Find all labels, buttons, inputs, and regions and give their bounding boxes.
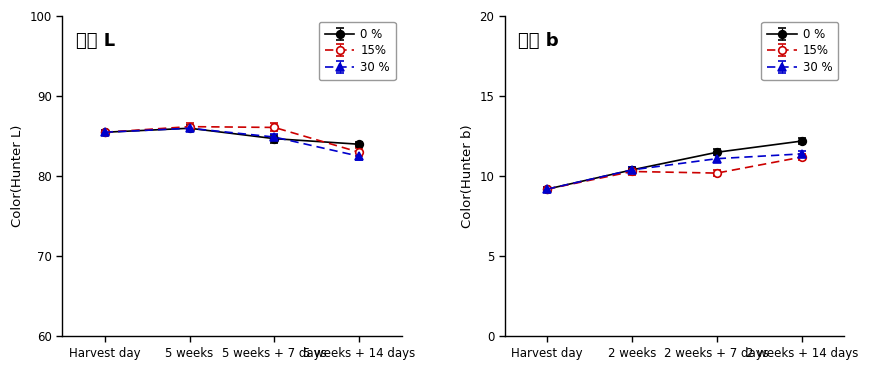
- Y-axis label: Color(Hunter b): Color(Hunter b): [461, 125, 474, 228]
- Legend: 0 %, 15%, 30 %: 0 %, 15%, 30 %: [319, 22, 395, 80]
- Text: 색도 L: 색도 L: [76, 32, 115, 50]
- Legend: 0 %, 15%, 30 %: 0 %, 15%, 30 %: [761, 22, 838, 80]
- Y-axis label: Color(Hunter L): Color(Hunter L): [11, 125, 24, 227]
- Text: 색도 b: 색도 b: [519, 32, 559, 50]
